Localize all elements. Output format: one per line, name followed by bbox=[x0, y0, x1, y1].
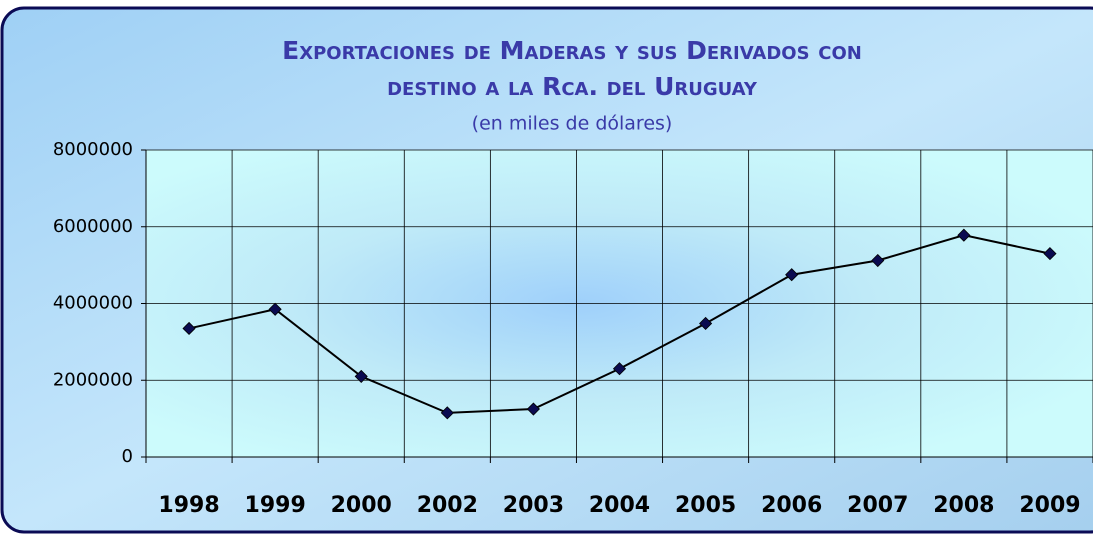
marker bbox=[526, 402, 540, 416]
x-tick-label: 2006 bbox=[761, 493, 822, 518]
marker bbox=[1043, 247, 1057, 261]
y-tick-label: 0 bbox=[122, 446, 133, 467]
y-tick-label: 6000000 bbox=[53, 216, 133, 237]
marker bbox=[871, 253, 885, 268]
marker bbox=[268, 302, 282, 316]
x-tick-label: 2007 bbox=[847, 493, 908, 518]
x-tick-label: 2004 bbox=[589, 493, 650, 518]
y-tick-label: 2000000 bbox=[53, 369, 133, 390]
x-tick-label: 1998 bbox=[158, 493, 219, 518]
x-tick-label: 1999 bbox=[245, 493, 306, 518]
chart-subtitle: (en miles de dólares) bbox=[472, 113, 673, 135]
x-tick-label: 2009 bbox=[1019, 493, 1080, 518]
x-tick-label: 2003 bbox=[503, 493, 564, 518]
marker bbox=[699, 316, 713, 331]
marker bbox=[182, 321, 196, 336]
x-tick-label: 2005 bbox=[675, 493, 736, 518]
x-tick-label: 2002 bbox=[417, 493, 478, 518]
chart-title: Exportaciones de Maderas y sus Derivados… bbox=[282, 36, 862, 65]
chart-title: destino a la Rca. del Uruguay bbox=[387, 72, 758, 101]
marker bbox=[440, 406, 454, 420]
x-tick-label: 2008 bbox=[933, 493, 994, 518]
y-tick-label: 4000000 bbox=[53, 293, 133, 314]
marker bbox=[354, 369, 368, 383]
marker bbox=[612, 362, 627, 376]
x-tick-label: 2000 bbox=[331, 493, 392, 518]
marker bbox=[785, 268, 799, 282]
y-tick-label: 8000000 bbox=[53, 139, 133, 160]
marker bbox=[957, 228, 971, 242]
